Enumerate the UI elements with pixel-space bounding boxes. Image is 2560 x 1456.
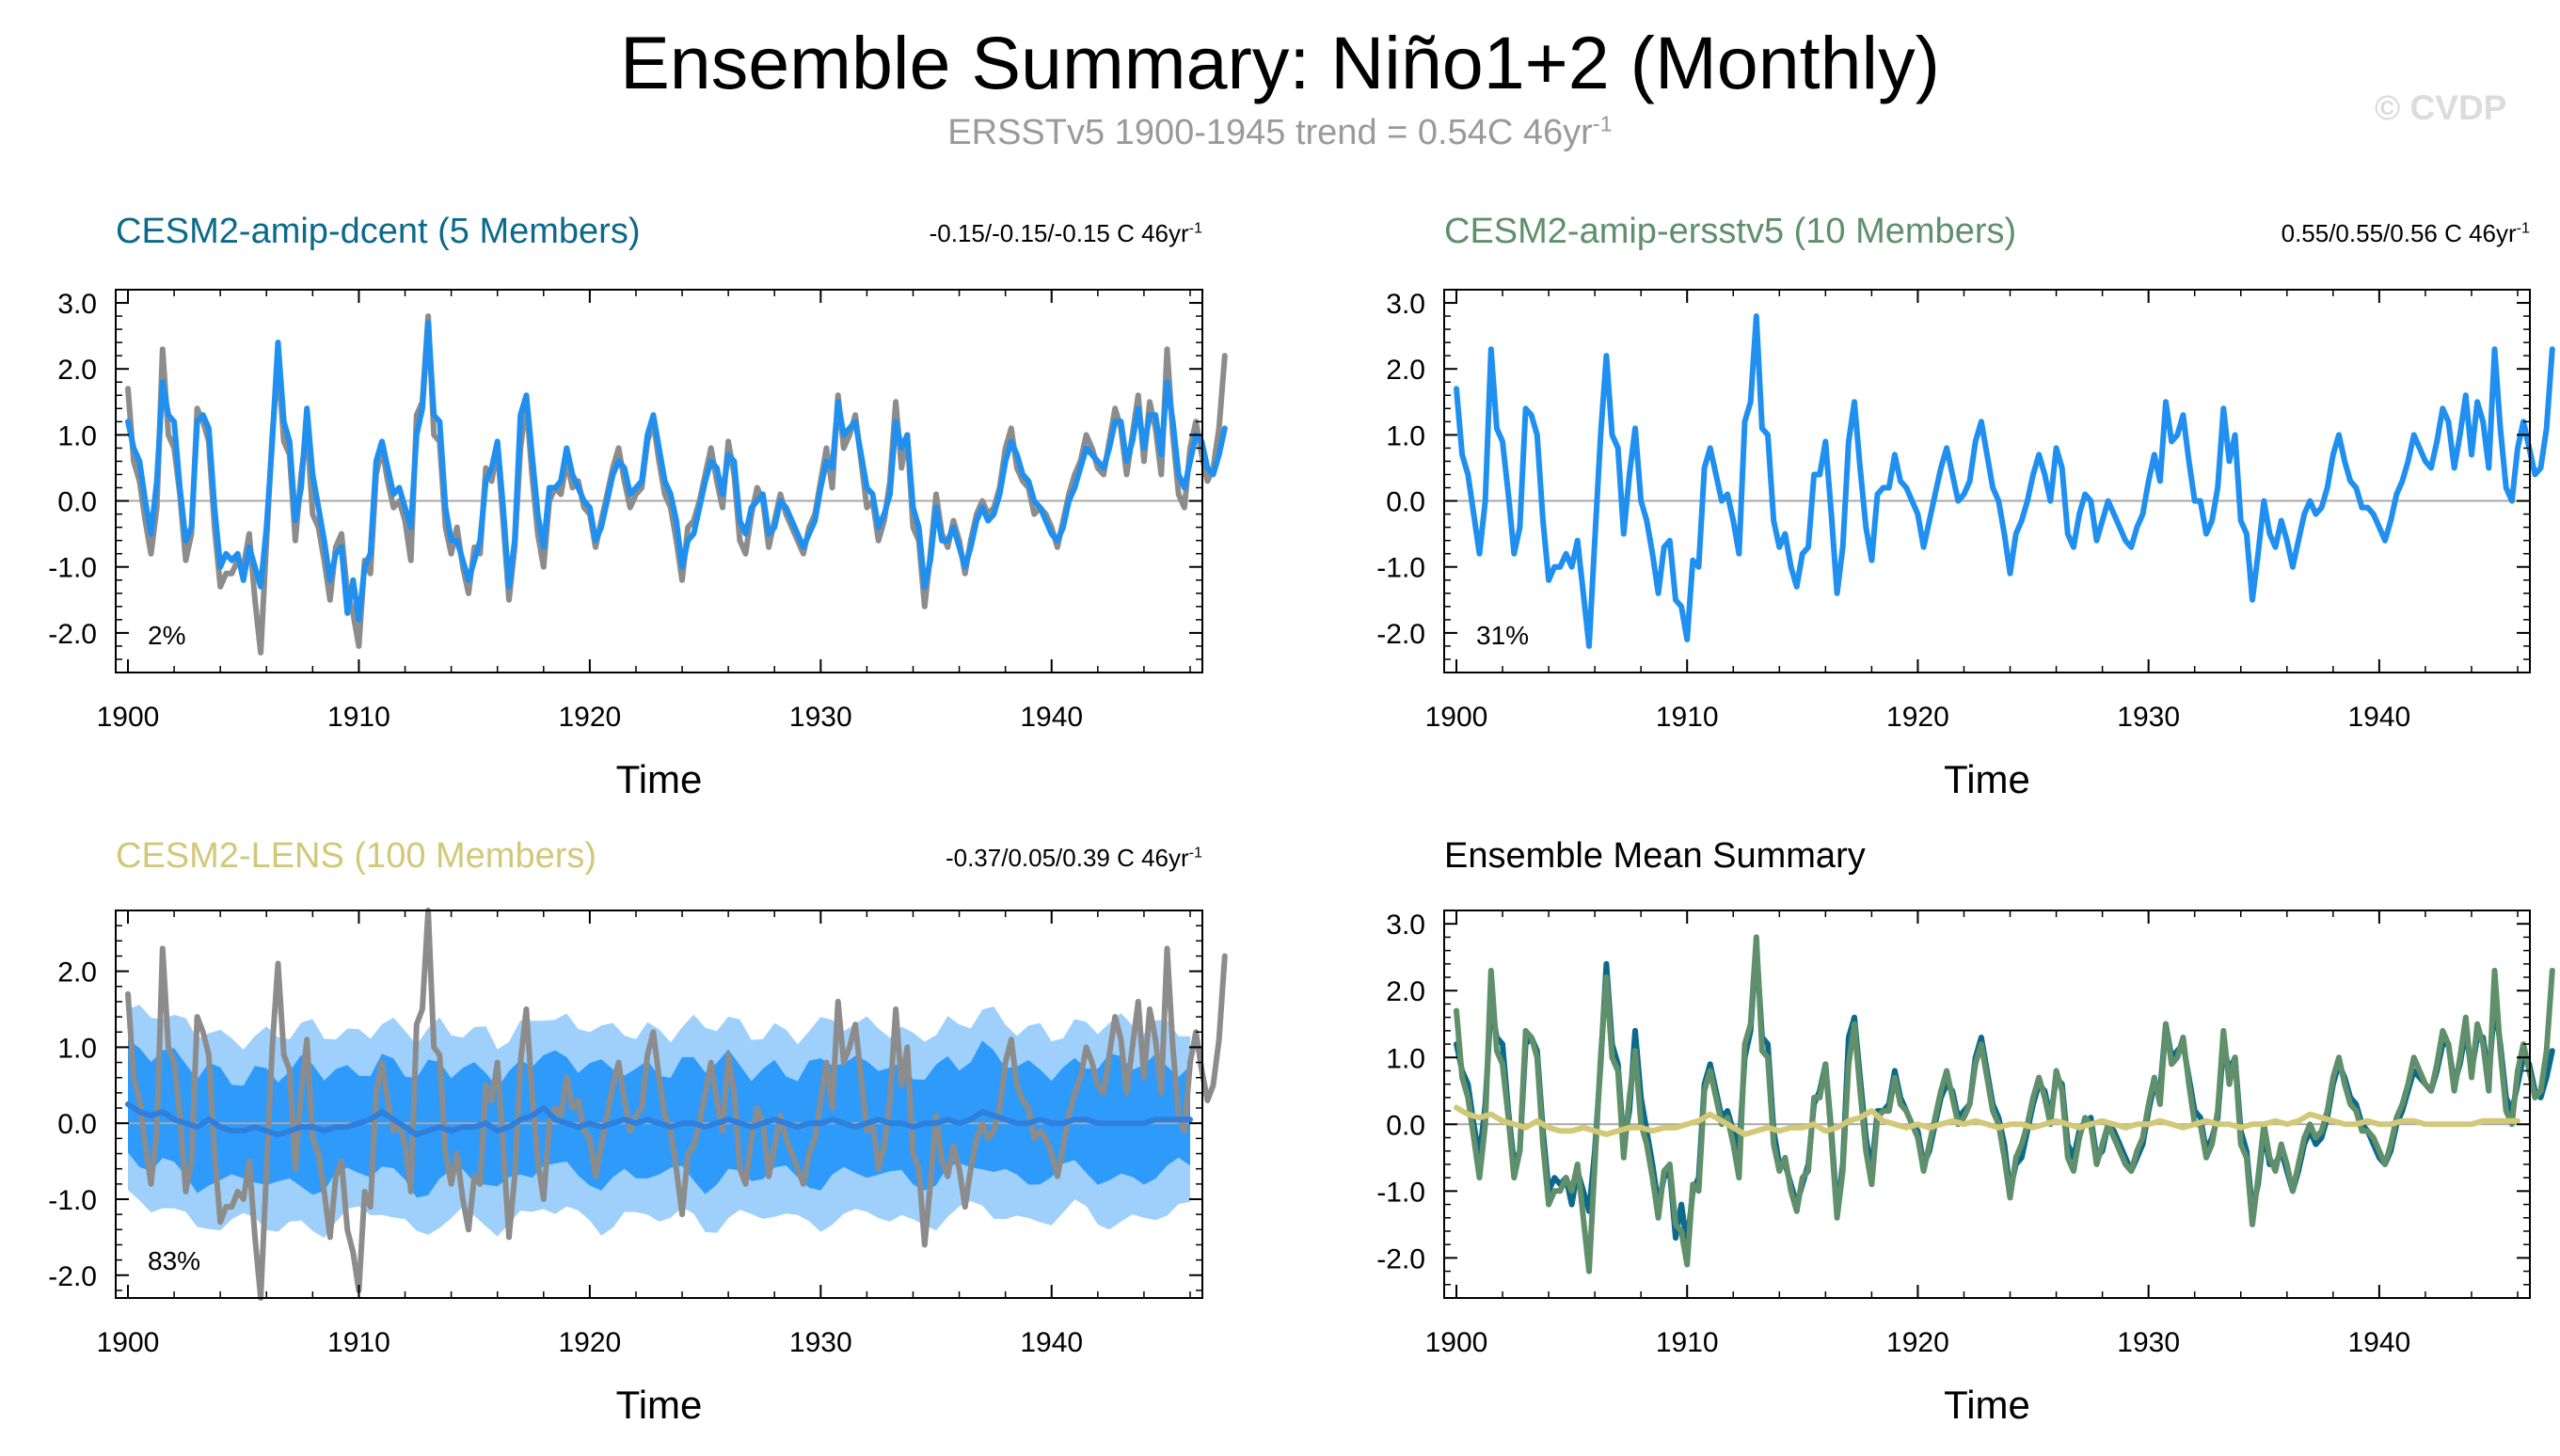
panel-2-xtick-label: 1900 (1425, 702, 1488, 733)
panel-2-pct: 31% (1476, 621, 1529, 650)
panel-1-trend-sup: -1 (1188, 219, 1202, 237)
panel-1-xtick-label: 1930 (789, 702, 852, 733)
panel-3-frame (115, 910, 1203, 1299)
panel-2-trend: 0.55/0.55/0.56 C 46yr-1 (2282, 218, 2530, 248)
panel-3-xtick-label: 1910 (327, 1327, 390, 1358)
panel-3-series-2 (125, 1101, 1193, 1138)
panel-1-ytick-label: 0.0 (57, 487, 97, 518)
panel-3-xtick-label: 1900 (97, 1327, 160, 1358)
panel-1-xtick-label: 1920 (558, 702, 621, 733)
panel-1-ytick-label: -2.0 (48, 619, 97, 650)
panel-3-pct: 83% (148, 1246, 200, 1275)
panel-3-trend-sup: -1 (1188, 844, 1202, 862)
panel-3-plot: -2.0 -1.0 0.0 1.0 2.0 1900 1910 1920 1930 1940 Tim… (48, 908, 1228, 1427)
panel-1-series-2 (125, 320, 1228, 623)
panel-1-title: CESM2-amip-dcent (5 Members) (116, 212, 641, 251)
panel-1-plot: -2.0 -1.0 0.0 1.0 2.0 3.0 1900 1910 1920 1930 1940… (48, 289, 1228, 801)
panel-4-ytick-label: 3.0 (1386, 910, 1425, 941)
panel-1-ytick-label: 2.0 (57, 355, 97, 386)
panel-2-ytick-label: 2.0 (1386, 355, 1425, 386)
panel-2-frame (1443, 289, 2531, 673)
panel-3-xtick-label: 1930 (789, 1327, 852, 1358)
panel-2-series-1 (1454, 313, 2555, 649)
panel-1-ytick-label: 1.0 (57, 420, 97, 451)
panel-1-xtick-label: 1900 (97, 702, 160, 733)
panel-3-trend: -0.37/0.05/0.39 C 46yr-1 (946, 843, 1202, 873)
panel-1-xtick-label: 1910 (327, 702, 390, 733)
panel-1-xlabel: Time (616, 757, 703, 801)
panel-2-ytick-label: 1.0 (1386, 420, 1425, 451)
panel-2-ytick-label: 3.0 (1386, 289, 1425, 320)
panel-4-plot: -2.0 -1.0 0.0 1.0 2.0 3.0 1900 1910 1920 1930 1940… (1376, 910, 2555, 1427)
panel-3-ytick-label: 2.0 (57, 957, 97, 989)
panel-3-ytick-label: 1.0 (57, 1033, 97, 1064)
panel-1-frame (115, 289, 1203, 673)
panel-3-xtick-label: 1940 (1020, 1327, 1083, 1358)
panel-2-title: CESM2-amip-ersstv5 (10 Members) (1444, 212, 2017, 251)
panel-2-trend-text: 0.55/0.55/0.56 C 46yr (2281, 219, 2517, 247)
panel-4-series-2 (1454, 934, 2555, 1274)
panel-4-xtick-label: 1940 (2347, 1327, 2410, 1358)
panel-4-frame (1443, 910, 2531, 1299)
panel-4-xlabel: Time (1944, 1383, 2030, 1427)
panel-3-series-1 (125, 908, 1228, 1301)
panel-4-title: Ensemble Mean Summary (1444, 836, 1866, 876)
panel-3-xlabel: Time (616, 1383, 703, 1427)
panel-4-xtick-label: 1920 (1886, 1327, 1949, 1358)
panel-4-series-3 (1454, 1104, 2520, 1137)
panel-1-ytick-label: -1.0 (48, 553, 97, 584)
panel-2-trend-sup: -1 (2516, 219, 2530, 237)
panel-3-ytick-label: -2.0 (48, 1261, 97, 1292)
panel-3-ytick-label: -1.0 (48, 1185, 97, 1216)
panel-2-xtick-label: 1930 (2117, 702, 2180, 733)
panel-3-ytick-label: 0.0 (57, 1109, 97, 1140)
subtitle-superscript: -1 (1592, 111, 1613, 136)
figure-subtitle: ERSSTv5 1900-1945 trend = 0.54C 46yr-1 (0, 111, 2560, 154)
panel-3-title: CESM2-LENS (100 Members) (116, 836, 597, 876)
panel-2-ytick-label: -1.0 (1376, 553, 1425, 584)
panel-2-ytick-label: 0.0 (1386, 487, 1425, 518)
panel-4-ytick-label: 0.0 (1386, 1110, 1425, 1141)
panel-4-ytick-label: 1.0 (1386, 1043, 1425, 1074)
panel-4-xtick-label: 1930 (2117, 1327, 2180, 1358)
panel-4-ytick-label: -2.0 (1376, 1243, 1425, 1274)
panel-4-xtick-label: 1910 (1656, 1327, 1719, 1358)
cvdp-watermark: © CVDP (2375, 88, 2507, 127)
panel-1-trend-text: -0.15/-0.15/-0.15 C 46yr (929, 219, 1189, 247)
panel-2-plot: -2.0 -1.0 0.0 1.0 2.0 3.0 1900 1910 1920 1930 1940… (1376, 289, 2555, 801)
panel-2-xtick-label: 1910 (1656, 702, 1719, 733)
panel-4-xtick-label: 1900 (1425, 1327, 1488, 1358)
panel-2-xtick-label: 1940 (2347, 702, 2410, 733)
panel-2-xtick-label: 1920 (1886, 702, 1949, 733)
panel-2-ytick-label: -2.0 (1376, 619, 1425, 650)
panel-4-ytick-label: 2.0 (1386, 976, 1425, 1007)
panel-3-xtick-label: 1920 (558, 1327, 621, 1358)
panel-1-ytick-label: 3.0 (57, 289, 97, 320)
subtitle-text: ERSSTv5 1900-1945 trend = 0.54C 46yr (947, 113, 1593, 152)
panel-4-ytick-label: -1.0 (1376, 1177, 1425, 1208)
panel-3-trend-text: -0.37/0.05/0.39 C 46yr (945, 844, 1189, 872)
panel-2-xlabel: Time (1944, 757, 2030, 801)
panel-3-band-2 (128, 1039, 1190, 1198)
panel-1-xtick-label: 1940 (1020, 702, 1083, 733)
panel-1-trend: -0.15/-0.15/-0.15 C 46yr-1 (930, 218, 1202, 248)
panel-1-pct: 2% (148, 621, 185, 650)
figure-title: Ensemble Summary: Niño1+2 (Monthly) (620, 21, 1940, 104)
